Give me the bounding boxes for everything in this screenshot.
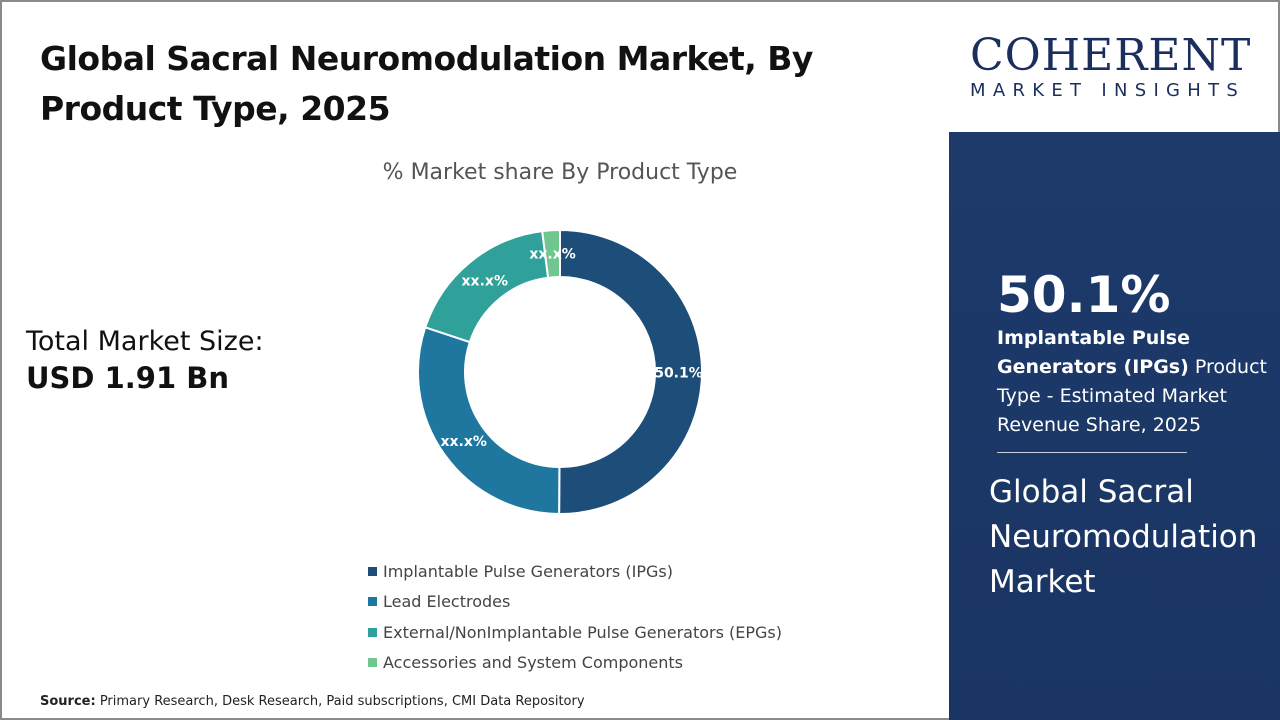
total-market-size: Total Market Size: USD 1.91 Bn <box>26 326 264 395</box>
logo-name: COHERENT <box>970 30 1252 81</box>
total-value: USD 1.91 Bn <box>26 361 229 395</box>
legend-label: Accessories and System Components <box>383 653 684 673</box>
legend-item: Lead Electrodes <box>368 587 782 618</box>
data-label: xx.x% <box>462 273 508 289</box>
highlight-description: Implantable Pulse Generators (IPGs) Prod… <box>997 324 1267 440</box>
side-panel: 50.1% Implantable Pulse Generators (IPGs… <box>949 132 1280 720</box>
donut-slice <box>558 228 704 515</box>
highlight-desc-rest: Product Type - Estimated Market Revenue … <box>997 356 1267 436</box>
logo-tagline: MARKET INSIGHTS <box>970 80 1246 101</box>
source-text: Primary Research, Desk Research, Paid su… <box>95 694 585 709</box>
legend-swatch <box>368 597 377 607</box>
legend-swatch <box>368 658 377 668</box>
source-label: Source: <box>40 694 96 709</box>
legend-item: Implantable Pulse Generators (IPGs) <box>368 556 782 587</box>
donut-slice <box>541 228 561 279</box>
total-label: Total Market Size: <box>26 326 264 357</box>
data-label: xx.x% <box>529 247 575 263</box>
market-name: Global Sacral Neuromodulation Market <box>989 474 1258 600</box>
legend-swatch <box>368 566 377 576</box>
legend-item: Accessories and System Components <box>368 648 782 679</box>
source-note: Source: Primary Research, Desk Research,… <box>40 694 585 709</box>
data-label: 50.1% <box>654 365 703 381</box>
legend-label: External/NonImplantable Pulse Generators… <box>383 622 782 642</box>
donut-chart: 50.1% xx.x% xx.x% xx.x% <box>417 228 704 516</box>
highlight-segment: Implantable Pulse Generators (IPGs) <box>997 327 1191 378</box>
highlight-percent: 50.1% <box>997 266 1171 324</box>
data-label: xx.x% <box>440 434 486 450</box>
donut-slice <box>417 326 561 516</box>
divider <box>997 452 1187 453</box>
logo: COHERENT MARKET INSIGHTS <box>950 2 1278 132</box>
legend-item: External/NonImplantable Pulse Generators… <box>368 617 782 648</box>
legend-label: Lead Electrodes <box>383 592 511 612</box>
chart-title: % Market share By Product Type <box>382 160 738 185</box>
legend-label: Implantable Pulse Generators (IPGs) <box>383 561 673 581</box>
page-title: Global Sacral Neuromodulation Market, By… <box>40 39 813 128</box>
legend: Implantable Pulse Generators (IPGs) Lead … <box>368 556 782 678</box>
legend-swatch <box>368 627 377 637</box>
